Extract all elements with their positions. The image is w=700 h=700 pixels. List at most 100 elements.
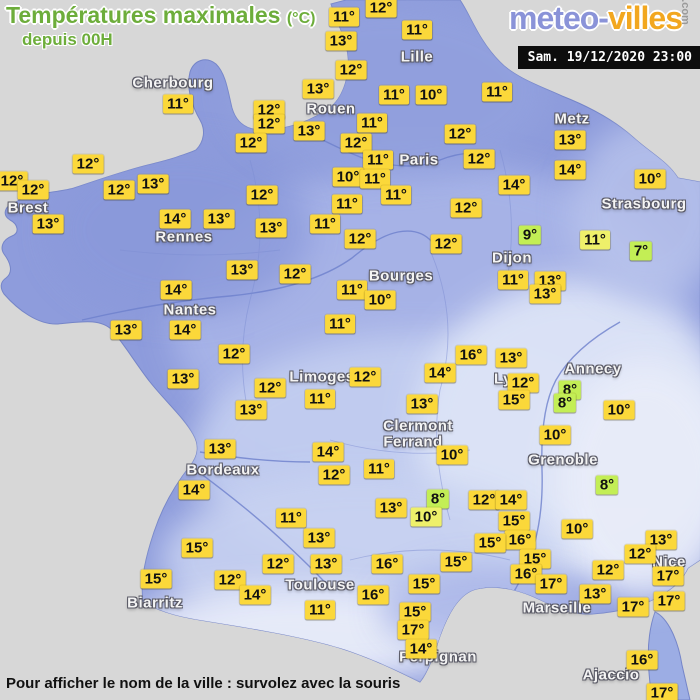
temp-label[interactable]: 10° [603,400,635,420]
temp-label[interactable]: 12° [340,133,372,153]
temp-label[interactable]: 15° [399,602,431,622]
temp-label[interactable]: 10° [436,445,468,465]
temp-label[interactable]: 15° [408,574,440,594]
temp-label[interactable]: 8° [426,489,450,509]
temp-label[interactable]: 16° [510,564,542,584]
temp-label[interactable]: 11° [276,508,306,528]
temp-label[interactable]: 12° [218,344,250,364]
temp-label[interactable]: 11° [337,280,367,300]
temp-label[interactable]: 13° [302,79,334,99]
temp-label[interactable]: 12° [463,149,495,169]
temp-label[interactable]: 10° [364,290,396,310]
temp-label[interactable]: 11° [498,270,528,290]
temp-label[interactable]: 16° [455,345,487,365]
temp-label[interactable]: 11° [364,459,394,479]
temp-label[interactable]: 13° [303,528,335,548]
temp-label[interactable]: 14° [424,363,456,383]
temp-label[interactable]: 17° [646,683,678,700]
temp-label[interactable]: 13° [235,400,267,420]
temp-label[interactable]: 17° [397,620,429,640]
temp-label[interactable]: 13° [167,369,199,389]
temp-label[interactable]: 11° [163,94,193,114]
temp-label[interactable]: 7° [629,241,653,261]
temp-label[interactable]: 13° [579,584,611,604]
temp-label[interactable]: 12° [254,378,286,398]
temp-label[interactable]: 12° [624,544,656,564]
temp-label[interactable]: 8° [595,475,619,495]
temp-label[interactable]: 11° [381,185,411,205]
temp-label[interactable]: 13° [375,498,407,518]
temp-label[interactable]: 13° [110,320,142,340]
temp-label[interactable]: 8° [553,393,577,413]
temp-label[interactable]: 13° [325,31,357,51]
temp-label[interactable]: 14° [498,175,530,195]
temp-label[interactable]: 13° [554,130,586,150]
temp-label[interactable]: 13° [310,554,342,574]
temp-label[interactable]: 12° [279,264,311,284]
temp-label[interactable]: 11° [379,85,409,105]
temp-label[interactable]: 16° [504,530,536,550]
meteo-villes-logo[interactable]: meteo-villes .com [509,0,691,37]
temp-label[interactable]: 11° [363,150,393,170]
temp-label[interactable]: 12° [344,229,376,249]
temp-label[interactable]: 17° [617,597,649,617]
temp-label[interactable]: 11° [325,314,355,334]
temp-label[interactable]: 11° [310,214,340,234]
temp-label[interactable]: 11° [305,389,335,409]
temp-label[interactable]: 14° [160,280,192,300]
temp-label[interactable]: 17° [652,566,684,586]
temp-label[interactable]: 11° [305,600,335,620]
temp-label[interactable]: 13° [203,209,235,229]
temp-label[interactable]: 12° [262,554,294,574]
temp-label[interactable]: 15° [474,533,506,553]
temp-label[interactable]: 12° [235,133,267,153]
temp-label[interactable]: 15° [440,552,472,572]
temp-label[interactable]: 10° [415,85,447,105]
temp-label[interactable]: 13° [32,214,64,234]
temp-label[interactable]: 14° [495,490,527,510]
temp-label[interactable]: 14° [169,320,201,340]
temp-label[interactable]: 14° [178,480,210,500]
temp-label[interactable]: 11° [329,7,359,27]
temp-label[interactable]: 13° [406,394,438,414]
temp-label[interactable]: 14° [239,585,271,605]
temp-label[interactable]: 13° [255,218,287,238]
temp-label[interactable]: 11° [580,230,610,250]
temp-label[interactable]: 15° [498,390,530,410]
temp-label[interactable]: 17° [653,591,685,611]
temp-label[interactable]: 12° [444,124,476,144]
temp-label[interactable]: 17° [535,574,567,594]
temp-label[interactable]: 12° [318,465,350,485]
temp-label[interactable]: 10° [332,167,364,187]
temp-label[interactable]: 10° [634,169,666,189]
temp-label[interactable]: 16° [371,554,403,574]
temp-label[interactable]: 12° [365,0,397,18]
temp-label[interactable]: 13° [137,174,169,194]
temp-label[interactable]: 12° [253,114,285,134]
temp-label[interactable]: 14° [312,442,344,462]
temp-label[interactable]: 10° [539,425,571,445]
temp-label[interactable]: 14° [554,160,586,180]
temp-label[interactable]: 12° [335,60,367,80]
temp-label[interactable]: 11° [482,82,512,102]
temp-label[interactable]: 16° [626,650,658,670]
temp-label[interactable]: 11° [357,113,387,133]
temp-label[interactable]: 16° [357,585,389,605]
temp-label[interactable]: 15° [181,538,213,558]
temp-label[interactable]: 12° [246,185,278,205]
temp-label[interactable]: 12° [17,180,49,200]
temp-label[interactable]: 10° [410,507,442,527]
temp-label[interactable]: 12° [592,560,624,580]
temp-label[interactable]: 11° [332,194,362,214]
temp-label[interactable]: 14° [405,639,437,659]
temp-label[interactable]: 12° [103,180,135,200]
temp-label[interactable]: 10° [561,519,593,539]
temp-label[interactable]: 15° [519,549,551,569]
temp-label[interactable]: 12° [450,198,482,218]
temp-label[interactable]: 12° [430,234,462,254]
temp-label[interactable]: 12° [214,570,246,590]
temp-label[interactable]: 15° [498,511,530,531]
temp-label[interactable]: 11° [360,169,390,189]
temp-label[interactable]: 9° [518,225,542,245]
temp-label[interactable]: 13° [495,348,527,368]
